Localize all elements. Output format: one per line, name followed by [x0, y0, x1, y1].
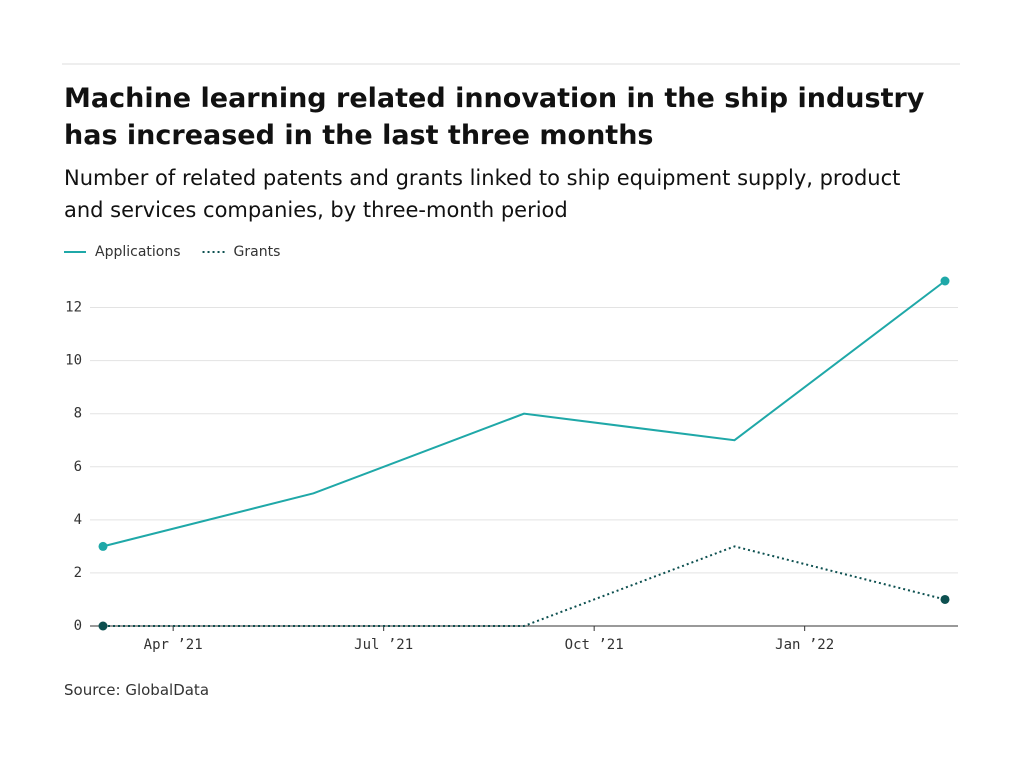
y-tick-label: 2: [74, 565, 82, 581]
x-tick-label: Oct ’21: [565, 637, 624, 653]
source-note: Source: GlobalData: [64, 681, 210, 699]
chart-subtitle: Number of related patents and grants lin…: [64, 166, 901, 222]
end-point: [940, 276, 950, 286]
end-point: [98, 541, 108, 551]
y-tick-label: 10: [65, 353, 82, 369]
y-tick-label: 4: [74, 512, 82, 528]
y-tick-label: 0: [74, 618, 82, 634]
y-tick-label: 6: [74, 459, 82, 475]
x-tick-label: Jul ’21: [354, 637, 413, 653]
end-point: [98, 621, 108, 631]
series-line: [102, 280, 946, 548]
legend-label: Grants: [234, 244, 281, 260]
x-tick-label: Jan ’22: [775, 637, 834, 653]
y-tick-label: 12: [65, 300, 82, 316]
y-tick-label: 8: [74, 406, 82, 422]
series-line: [103, 545, 946, 627]
end-point: [940, 594, 950, 604]
x-tick-label: Apr ’21: [144, 637, 203, 653]
legend-label: Applications: [95, 244, 181, 260]
chart-title: Machine learning related innovation in t…: [64, 83, 925, 151]
